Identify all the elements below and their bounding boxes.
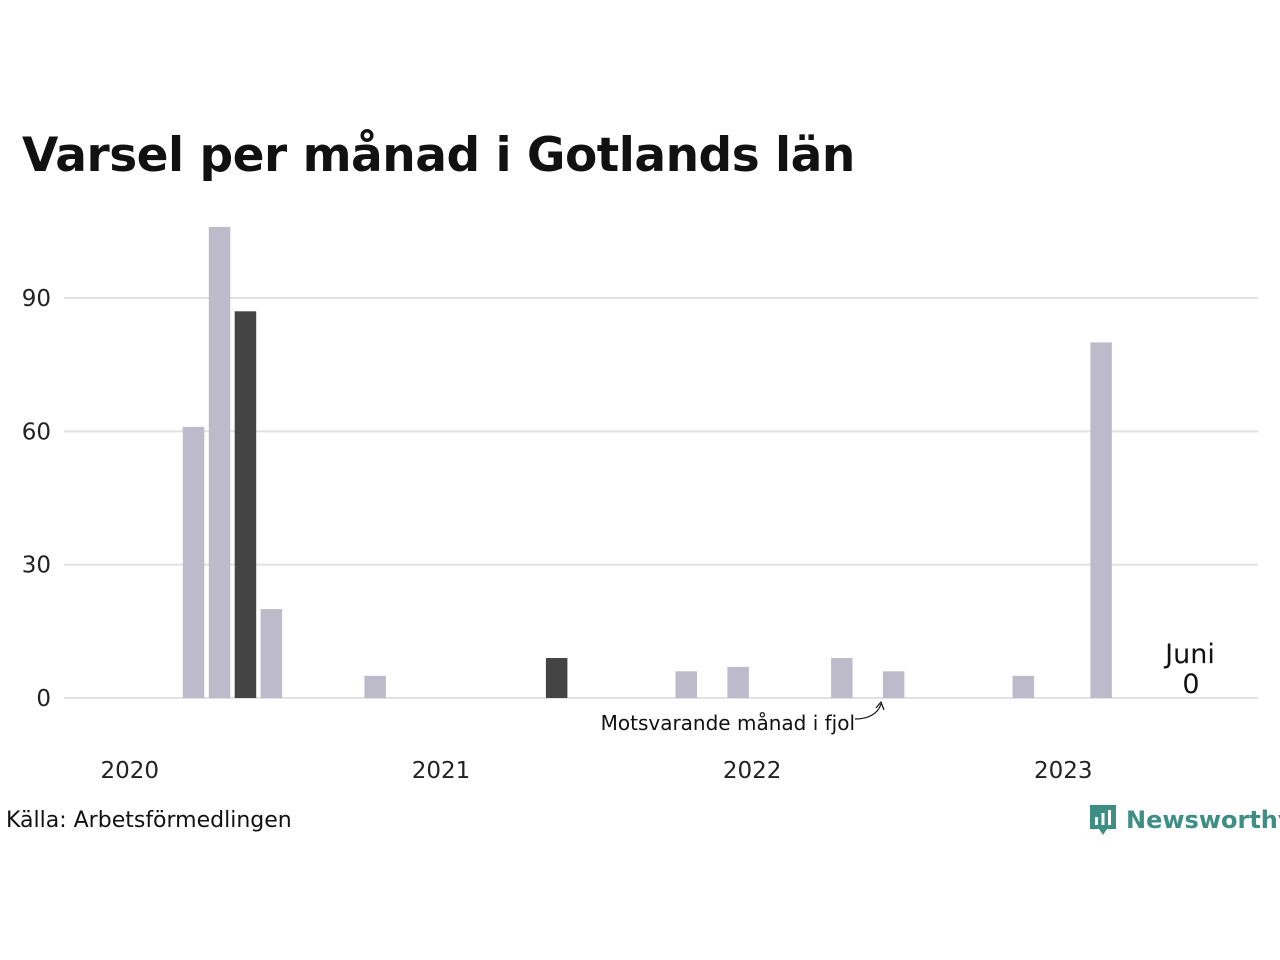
bar <box>364 675 386 698</box>
bar <box>182 426 205 698</box>
current-value-label: 0 <box>1182 669 1199 700</box>
bar <box>260 609 283 698</box>
bar-highlighted <box>545 658 568 698</box>
x-tick-label: 2020 <box>101 758 160 784</box>
bar <box>727 666 749 698</box>
bar <box>831 658 853 698</box>
annotation-arrow <box>854 703 882 720</box>
source-credit: Källa: Arbetsförmedlingen <box>6 808 292 833</box>
newsworthy-logo-icon <box>1090 805 1116 835</box>
x-axis-ticks: 2020 2021 2022 2023 <box>101 758 1093 784</box>
bar <box>1090 342 1112 698</box>
x-tick-label: 2022 <box>723 758 782 784</box>
last-year-annotation: Motsvarande månad i fjol <box>601 711 855 735</box>
bar <box>1012 675 1035 698</box>
x-tick-label: 2023 <box>1034 758 1093 784</box>
bar <box>882 671 905 698</box>
y-tick-label: 60 <box>22 419 51 445</box>
y-tick-label: 30 <box>22 553 51 579</box>
x-tick-label: 2021 <box>412 758 471 784</box>
y-tick-label: 0 <box>36 686 51 712</box>
y-axis-ticks: 0 30 60 90 <box>22 286 51 712</box>
brand-name: Newsworthy <box>1126 806 1280 834</box>
current-month-label: Juni <box>1163 639 1215 670</box>
bar-highlighted <box>234 311 257 698</box>
brand-logo: Newsworthy <box>1088 802 1280 838</box>
bar <box>208 226 231 698</box>
bar <box>675 671 697 698</box>
y-tick-label: 90 <box>22 286 51 312</box>
annotation-arrowhead <box>875 700 885 711</box>
bars <box>182 226 1112 698</box>
annotations: Motsvarande månad i fjol Juni 0 <box>601 639 1215 735</box>
bar-chart: 0 30 60 90 2020 2021 2022 2023 Motsvarande mån… <box>22 226 1258 784</box>
chart-title: Varsel per månad i Gotlands län <box>22 128 855 183</box>
